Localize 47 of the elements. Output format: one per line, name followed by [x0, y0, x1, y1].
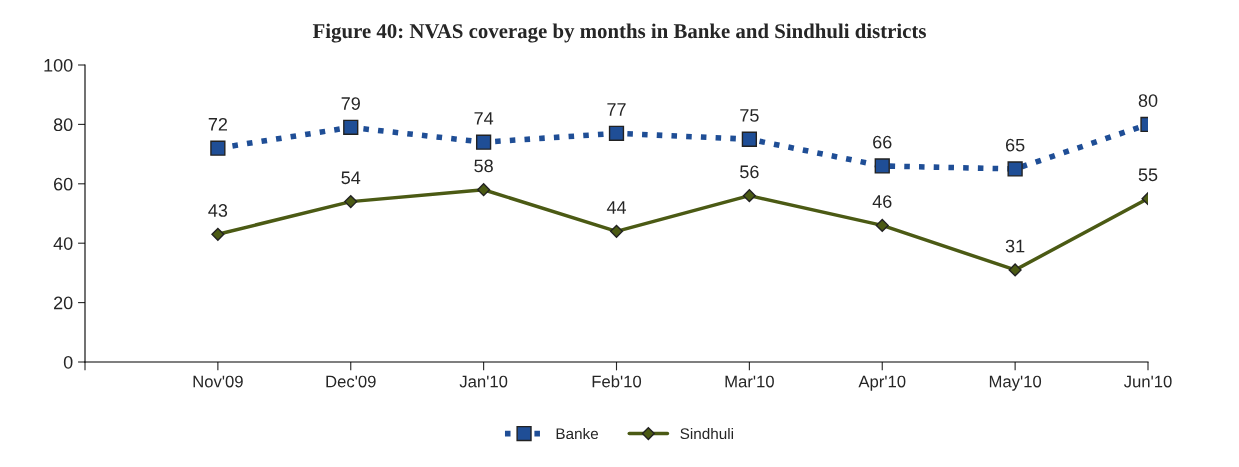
data-label: 65 [1006, 138, 1025, 152]
data-label: 55 [1138, 168, 1158, 182]
y-tick-label: 80 [53, 118, 73, 132]
point [344, 195, 358, 209]
point [1008, 263, 1022, 277]
y-tick-label: 40 [53, 237, 73, 250]
data-label: 43 [208, 204, 228, 217]
data-label: 72 [208, 117, 228, 131]
point [211, 227, 225, 241]
point [210, 140, 226, 156]
point [1007, 161, 1023, 177]
chart-title: Figure 40: NVAS coverage by months in Banke and Sindhuli districts [312, 23, 926, 43]
data-label: 80 [1138, 94, 1158, 107]
point [874, 158, 890, 174]
data-label: 74 [474, 112, 494, 125]
data-label: 46 [872, 195, 892, 208]
point [609, 224, 624, 238]
point [875, 218, 889, 232]
data-label: 31 [1005, 239, 1025, 253]
x-tick-label: Apr'10 [858, 375, 906, 391]
data-label: 44 [606, 201, 627, 214]
legend-label: Banke [556, 427, 599, 440]
point [608, 125, 625, 141]
data-label: 79 [341, 97, 360, 110]
point [742, 189, 756, 203]
legend-label: Sindhuli [680, 427, 734, 440]
data-label: 56 [740, 165, 759, 179]
x-tick-label: Jan'10 [459, 375, 508, 388]
point [477, 183, 491, 197]
y-tick-label: 100 [44, 58, 73, 72]
y-tick-label: 20 [54, 296, 73, 310]
point [343, 119, 359, 136]
data-label: 58 [474, 159, 493, 173]
point [741, 131, 758, 147]
data-label: 75 [740, 109, 759, 122]
y-tick-label: 0 [63, 355, 73, 369]
x-tick-label: Jun'10 [1123, 375, 1172, 388]
point [475, 134, 492, 150]
x-tick-label: May'10 [989, 375, 1042, 391]
x-tick-label: Dec'09 [326, 375, 376, 388]
data-label: 54 [341, 171, 361, 185]
x-tick-label: Nov'09 [193, 375, 243, 388]
y-tick-label: 60 [54, 177, 73, 191]
data-label: 66 [873, 135, 892, 149]
x-tick-label: Feb'10 [592, 375, 642, 388]
data-label: 77 [607, 103, 626, 116]
x-tick-label: Mar'10 [725, 375, 774, 388]
